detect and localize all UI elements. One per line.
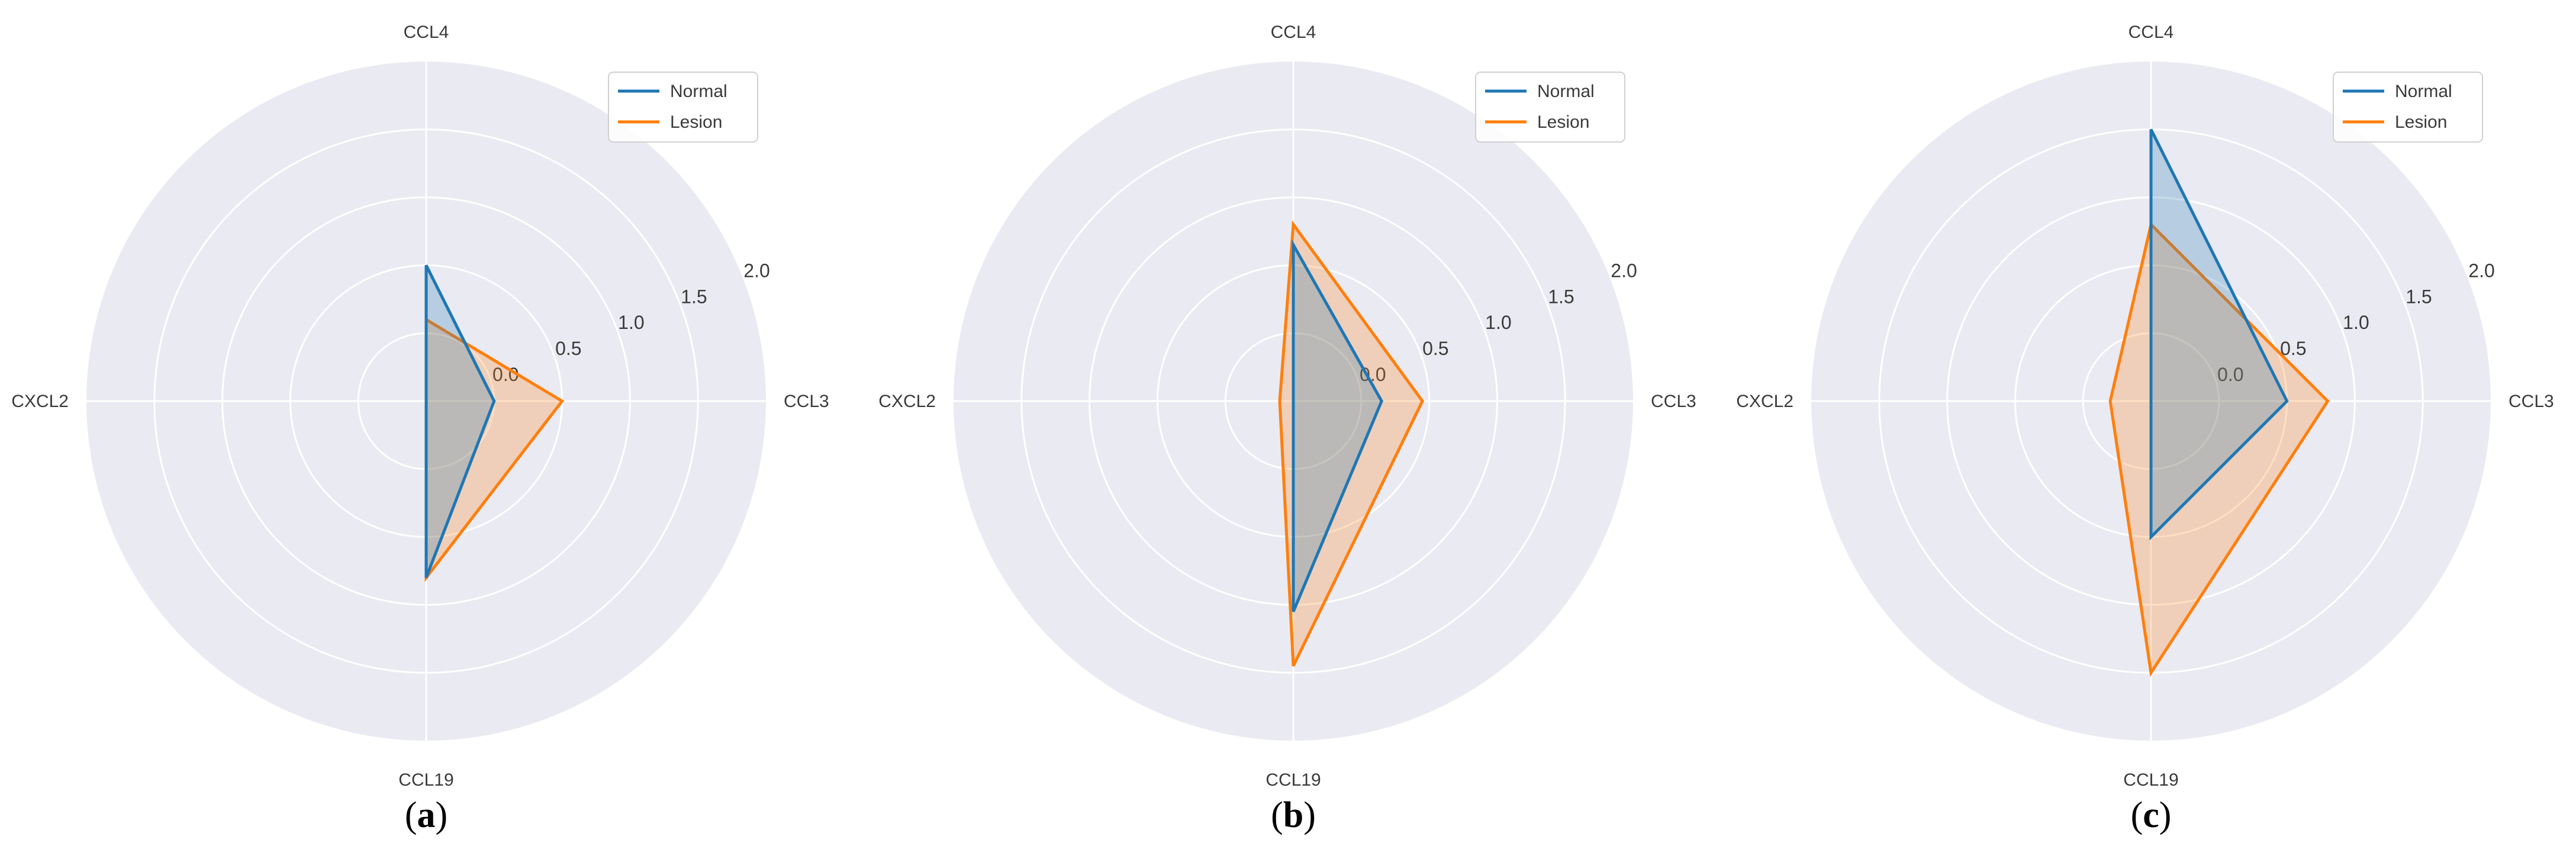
legend: Normal Lesion xyxy=(608,72,758,143)
legend-label-lesion: Lesion xyxy=(670,112,722,132)
radial-tick-label: 0.5 xyxy=(1422,338,1448,359)
radial-tick-label: 1.0 xyxy=(2343,312,2369,333)
radial-tick-label: 2.0 xyxy=(743,260,769,281)
axis-label-ccl19: CCL19 xyxy=(1266,770,1321,790)
radial-tick-label: 1.0 xyxy=(618,312,644,333)
series-normal-area xyxy=(2149,128,2289,541)
radial-tick-label: 0.5 xyxy=(555,338,581,359)
axis-label-cxcl2: CXCL2 xyxy=(1736,392,1793,411)
legend-label-normal: Normal xyxy=(2395,82,2452,101)
panel-caption: (c) xyxy=(2131,795,2172,835)
radar-panel-b: 0.00.51.01.52.0CCL3CCL4CXCL2CCL19NormalL… xyxy=(878,22,1696,835)
legend: Normal Lesion xyxy=(2333,72,2483,143)
axis-label-ccl4: CCL4 xyxy=(404,22,449,42)
radial-tick-label: 1.5 xyxy=(2406,286,2432,307)
axis-label-ccl19: CCL19 xyxy=(2123,770,2178,790)
axis-label-ccl4: CCL4 xyxy=(1271,22,1316,42)
axis-label-cxcl2: CXCL2 xyxy=(11,392,69,411)
axis-label-cxcl2: CXCL2 xyxy=(878,392,936,411)
axis-label-ccl19: CCL19 xyxy=(398,770,453,790)
axis-label-ccl3: CCL3 xyxy=(784,392,829,411)
axis-label-ccl3: CCL3 xyxy=(2509,392,2554,411)
panel-caption: (b) xyxy=(1271,795,1316,835)
panel-caption: (a) xyxy=(405,795,447,835)
radar-panel-c: 0.0 0.5 1.0 1.5 2.0 CCL3 CCL4 CXCL2 CCL19 Normal L… xyxy=(1736,22,2554,835)
series-lesion-area xyxy=(2108,221,2330,677)
axis-label-ccl4: CCL4 xyxy=(2129,22,2174,42)
axis-label-ccl3: CCL3 xyxy=(1651,392,1696,411)
series-normal-area xyxy=(1292,239,1383,612)
radial-tick-label: 0.0 xyxy=(2217,364,2243,385)
series-normal-area xyxy=(424,264,496,579)
radial-tick-label: 0.5 xyxy=(2280,338,2306,359)
radial-tick-label: 2.0 xyxy=(1611,260,1637,281)
legend-label-lesion: Lesion xyxy=(1537,112,1589,132)
legend-label-normal: Normal xyxy=(1537,82,1595,101)
radar-panel-a: 0.00.51.01.52.0CCL3CCL4CXCL2CCL19NormalL… xyxy=(11,22,829,835)
legend: Normal Lesion xyxy=(1475,72,1625,143)
radial-tick-label: 1.0 xyxy=(1485,312,1511,333)
legend-label-normal: Normal xyxy=(670,82,727,101)
radial-tick-label: 1.5 xyxy=(1548,286,1574,307)
radial-tick-label: 1.5 xyxy=(681,286,707,307)
radial-tick-label: 2.0 xyxy=(2468,260,2494,281)
legend-label-lesion: Lesion xyxy=(2395,112,2447,132)
